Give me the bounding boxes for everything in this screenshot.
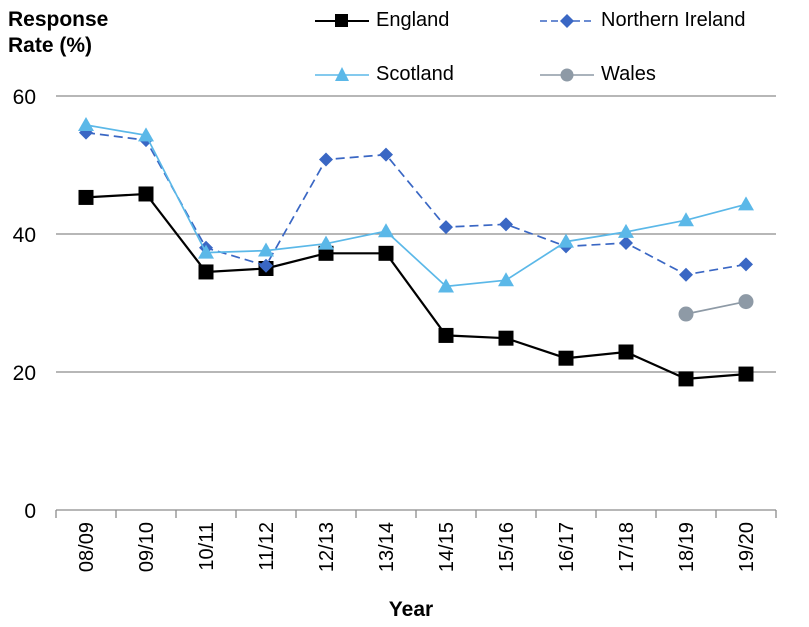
- data-point-england: [78, 189, 94, 205]
- data-point-england: [198, 264, 214, 280]
- y-tick-label: 20: [13, 362, 36, 385]
- legend-item-northern-ireland: Northern Ireland: [538, 8, 788, 34]
- data-point-wales: [678, 306, 694, 322]
- data-point-scotland: [258, 242, 274, 257]
- data-point-scotland: [318, 235, 334, 250]
- y-tick-label: 40: [13, 224, 36, 247]
- x-tick-label: 08/09: [76, 522, 98, 572]
- data-point-northern-ireland: [739, 257, 753, 272]
- data-point-england: [138, 186, 154, 202]
- legend-marker-scotland: [315, 67, 369, 81]
- data-point-scotland: [438, 278, 454, 293]
- data-point-scotland: [678, 212, 694, 227]
- series-line-northern-ireland: [85, 131, 747, 276]
- data-point-scotland: [738, 196, 754, 211]
- data-point-scotland: [558, 233, 574, 248]
- data-point-england: [618, 344, 634, 360]
- y-tick-label: 0: [24, 500, 36, 523]
- x-axis-title: Year: [389, 598, 433, 621]
- data-point-england: [558, 350, 574, 366]
- data-point-scotland: [498, 272, 514, 287]
- y-axis-label-line-2: Rate (%): [8, 34, 93, 57]
- data-point-northern-ireland: [499, 217, 513, 232]
- series-line-england: [85, 192, 747, 381]
- series-line-scotland: [85, 124, 747, 288]
- x-tick-label: 17/18: [616, 522, 638, 572]
- data-point-scotland: [138, 127, 154, 142]
- data-point-scotland: [378, 223, 394, 238]
- x-tick-label: 13/14: [376, 522, 398, 572]
- x-tick-label: 16/17: [556, 522, 578, 572]
- data-point-scotland: [618, 223, 634, 238]
- data-point-england: [378, 245, 394, 261]
- legend-marker-england: [315, 14, 369, 27]
- x-tick-label: 15/16: [496, 522, 518, 572]
- data-point-scotland: [78, 116, 94, 131]
- data-point-northern-ireland: [259, 258, 273, 273]
- legend-item-scotland: Scotland: [313, 62, 563, 88]
- y-tick-label: 60: [13, 86, 36, 109]
- x-tick-label: 14/15: [436, 522, 458, 572]
- x-tick-label: 09/10: [136, 522, 158, 572]
- x-tick-label: 19/20: [736, 522, 758, 572]
- x-tick-label: 12/13: [316, 522, 338, 572]
- data-point-northern-ireland: [379, 147, 393, 162]
- data-point-england: [678, 371, 694, 387]
- legend-marker-northern-ireland: [540, 14, 594, 28]
- data-point-england: [498, 330, 514, 346]
- series-line-wales: [685, 300, 747, 315]
- legend-label-wales: Wales: [601, 63, 656, 85]
- legend-label-northern-ireland: Northern Ireland: [601, 9, 746, 31]
- legend-label-scotland: Scotland: [376, 63, 454, 85]
- data-point-northern-ireland: [679, 267, 693, 282]
- data-point-wales: [738, 294, 754, 310]
- y-axis-label-line-1: Response: [8, 8, 109, 31]
- legend-marker-wales: [540, 68, 594, 82]
- data-point-northern-ireland: [319, 152, 333, 167]
- legend-item-wales: Wales: [538, 62, 788, 88]
- data-point-northern-ireland: [439, 220, 453, 235]
- x-tick-label: 11/12: [256, 522, 278, 571]
- legend-item-england: England: [313, 8, 563, 34]
- data-point-england: [438, 327, 454, 343]
- data-point-scotland: [198, 244, 214, 259]
- legend-label-england: England: [376, 9, 450, 31]
- data-point-northern-ireland: [619, 235, 633, 250]
- data-point-england: [738, 366, 754, 382]
- x-tick-label: 10/11: [196, 522, 218, 571]
- x-tick-label: 18/19: [676, 522, 698, 572]
